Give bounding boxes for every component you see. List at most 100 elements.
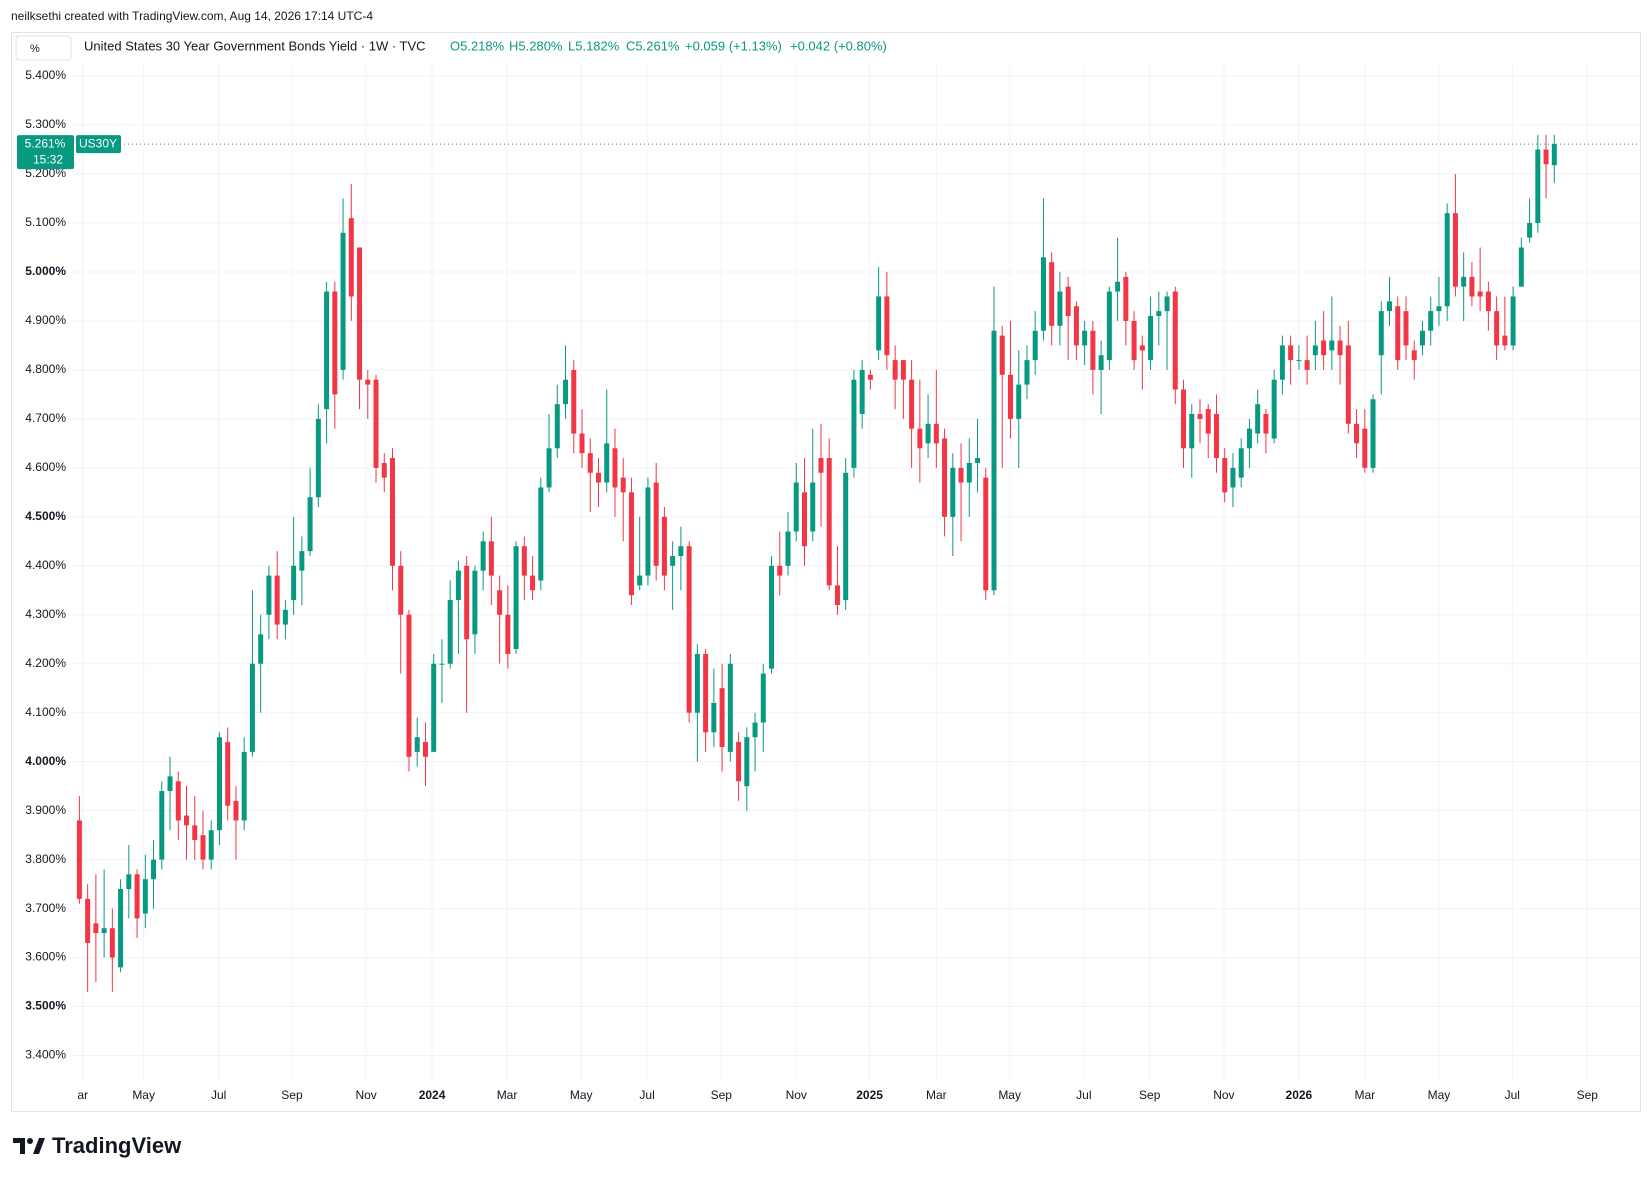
chart-title: United States 30 Year Government Bonds Y… xyxy=(84,38,426,53)
candle-body xyxy=(184,815,190,826)
ohlc-high: H5.280% xyxy=(509,38,563,53)
candle-body xyxy=(373,379,379,468)
candle-body xyxy=(1510,296,1516,346)
candle-body xyxy=(1222,458,1228,493)
candle-body xyxy=(1271,379,1277,439)
candle-body xyxy=(661,516,667,576)
candle-body xyxy=(859,369,865,414)
x-tick-label: Jul xyxy=(1505,1088,1520,1102)
candle-body xyxy=(1428,311,1434,331)
candle-body xyxy=(1073,306,1079,346)
y-tick-label: 4.400% xyxy=(25,558,66,572)
candle-body xyxy=(225,742,231,806)
candle-body xyxy=(348,218,354,297)
y-tick-label: 5.300% xyxy=(25,117,66,131)
candle-body xyxy=(109,928,115,958)
change-secondary: +0.042 (+0.80%) xyxy=(790,38,887,53)
candle-body xyxy=(175,781,181,821)
candle-body xyxy=(1197,413,1203,419)
candle-body xyxy=(1016,384,1022,419)
candle-body xyxy=(884,296,890,356)
candle-body xyxy=(1321,340,1327,356)
candle-body xyxy=(983,477,989,591)
x-tick-label: Sep xyxy=(281,1088,303,1102)
x-tick-label: Sep xyxy=(1139,1088,1161,1102)
candle-body xyxy=(1551,144,1557,166)
x-tick-label: May xyxy=(998,1088,1021,1102)
y-tick-label: 5.000% xyxy=(25,264,66,278)
candle-body xyxy=(266,575,272,615)
candle-body xyxy=(1469,276,1475,297)
candle-body xyxy=(497,590,503,615)
y-tick-label: 3.800% xyxy=(25,852,66,866)
candle-body xyxy=(151,859,157,880)
candle-body xyxy=(134,874,140,919)
candle-body xyxy=(455,570,461,601)
candle-body xyxy=(398,565,404,615)
candle-body xyxy=(628,492,634,596)
y-tick-label: 5.200% xyxy=(25,166,66,180)
candle-body xyxy=(1131,320,1137,361)
ohlc-low: L5.182% xyxy=(568,38,620,53)
candle-body xyxy=(793,482,799,532)
x-tick-label: 2026 xyxy=(1286,1088,1313,1102)
candle-body xyxy=(291,565,297,601)
candle-body xyxy=(620,477,626,493)
candle-body xyxy=(563,379,569,405)
candle-body xyxy=(686,546,692,713)
candle-body xyxy=(1452,213,1458,287)
candle-body xyxy=(1337,340,1343,356)
candle-body xyxy=(1246,428,1252,449)
candle-body xyxy=(1032,330,1038,361)
candle-body xyxy=(612,448,618,488)
candle-body xyxy=(332,291,338,395)
candle-body xyxy=(1485,291,1491,312)
chart-frame xyxy=(11,32,1641,1112)
candle-body xyxy=(1329,340,1335,351)
candle-body xyxy=(546,448,552,488)
candle-body xyxy=(258,634,264,664)
candle-body xyxy=(159,791,165,860)
candle-body xyxy=(1255,404,1261,434)
candle-body xyxy=(1370,399,1376,468)
candle-body xyxy=(315,418,321,498)
candle-body xyxy=(1535,149,1541,223)
candle-body xyxy=(1205,409,1211,434)
x-tick-label: Jul xyxy=(639,1088,654,1102)
candle-body xyxy=(785,531,791,566)
x-tick-label: Mar xyxy=(497,1088,518,1102)
candle-body xyxy=(1279,345,1285,380)
candle-body xyxy=(950,467,956,517)
candle-body xyxy=(933,423,939,444)
ohlc-open: O5.218% xyxy=(450,38,505,53)
candle-body xyxy=(1312,345,1318,356)
candle-body xyxy=(851,379,857,468)
unit-label: % xyxy=(30,43,40,55)
candle-body xyxy=(670,556,676,566)
candle-body xyxy=(1296,360,1302,362)
candle-body xyxy=(76,820,82,899)
candle-body xyxy=(1263,413,1269,434)
candle-body xyxy=(1090,330,1096,370)
candle-body xyxy=(645,487,651,576)
candle-body xyxy=(810,482,816,532)
candle-body xyxy=(513,546,519,650)
candle-body xyxy=(587,453,593,473)
logo-mark xyxy=(33,1138,45,1154)
candle-body xyxy=(241,751,247,821)
candle-body xyxy=(1098,355,1104,370)
y-tick-label: 4.500% xyxy=(25,509,66,523)
candle-body xyxy=(1139,345,1145,351)
candle-body xyxy=(1115,281,1121,292)
candle-body xyxy=(307,497,313,552)
candle-body xyxy=(200,835,206,860)
unit-box[interactable] xyxy=(15,35,72,61)
candle-body xyxy=(340,232,346,370)
candle-body xyxy=(1164,296,1170,312)
symbol-badge xyxy=(76,135,121,154)
candle-body xyxy=(744,737,750,787)
x-tick-label: May xyxy=(132,1088,155,1102)
candle-body xyxy=(1288,345,1294,361)
candle-body xyxy=(472,570,478,635)
candle-body xyxy=(653,482,659,566)
